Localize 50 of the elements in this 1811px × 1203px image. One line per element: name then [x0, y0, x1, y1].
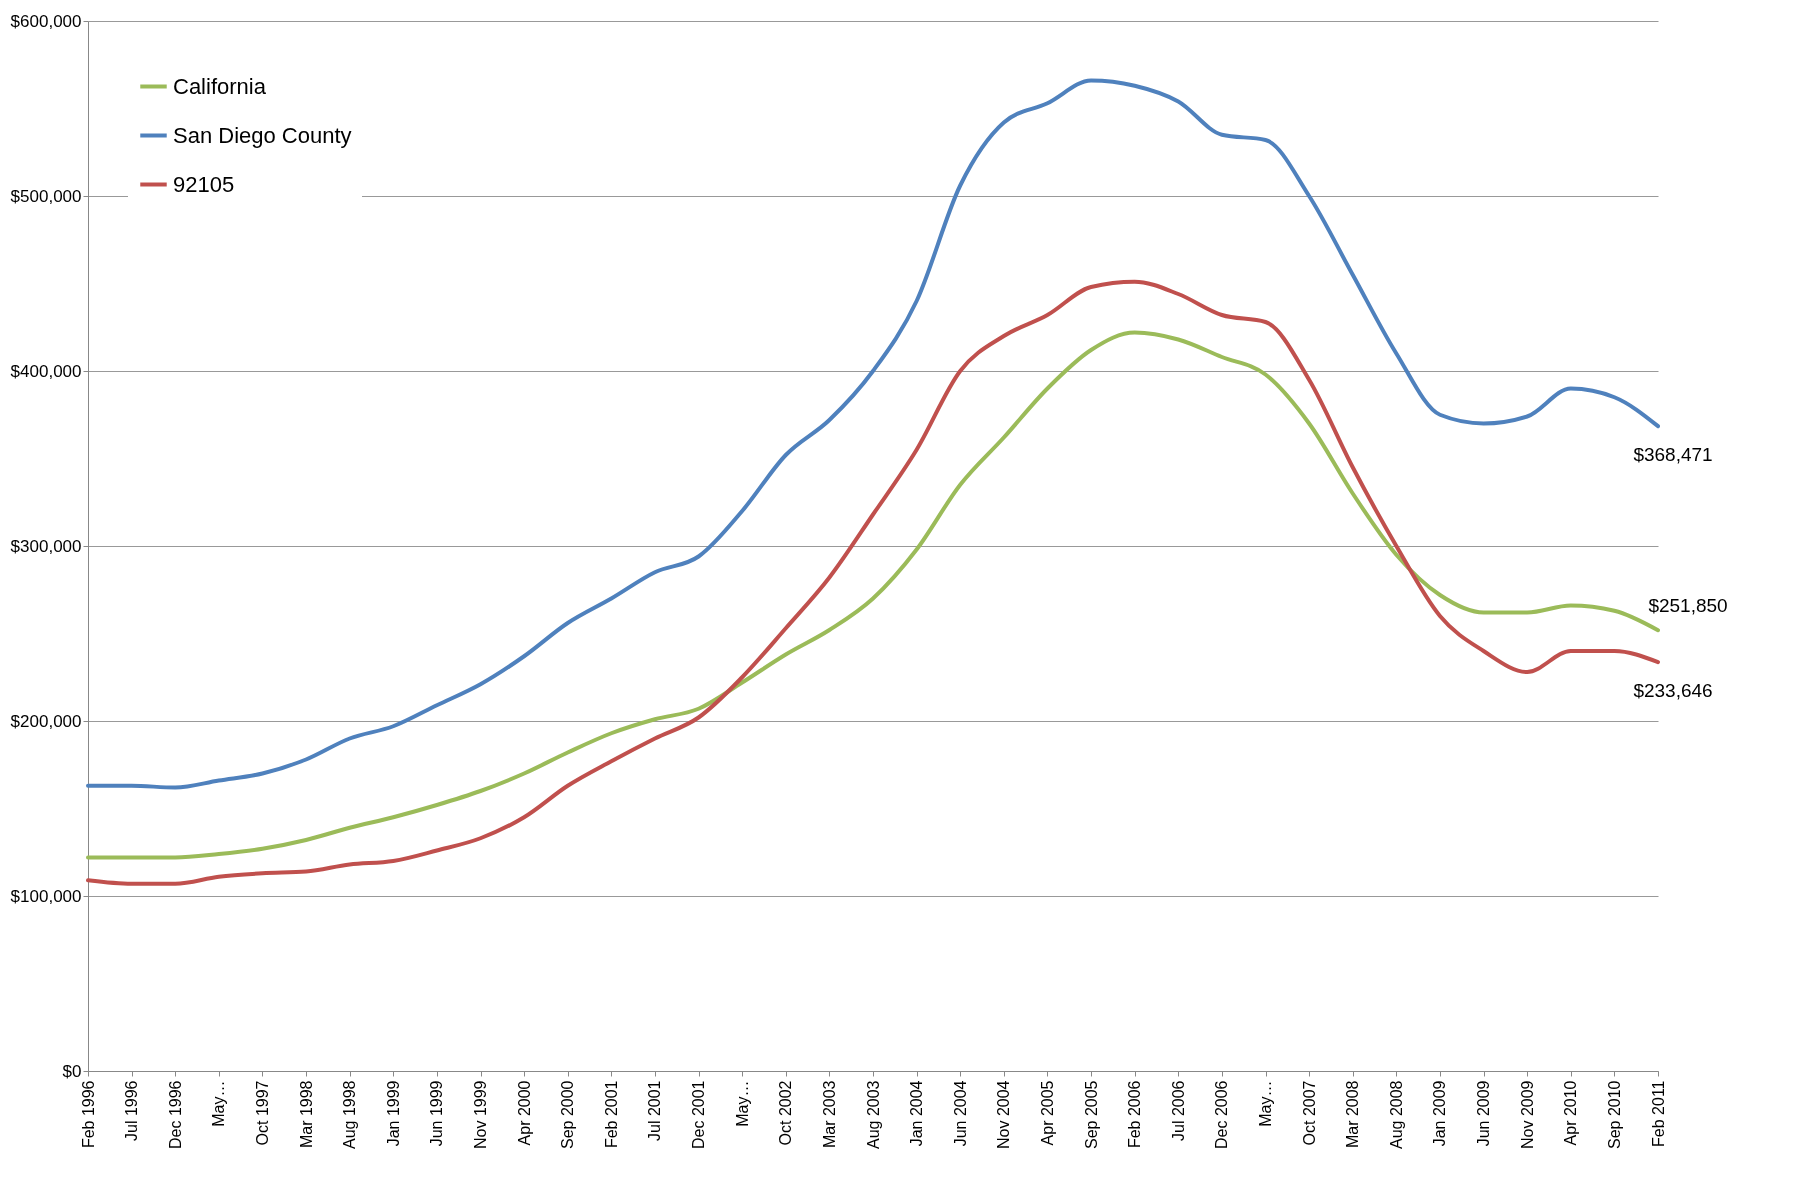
x-tick-label: Aug 2008 [1387, 1080, 1405, 1150]
x-tick-label: Apr 2010 [1562, 1080, 1580, 1146]
legend-label: California [173, 73, 267, 99]
x-tick-label: Jul 1996 [123, 1080, 141, 1141]
y-tick-label: $100,000 [10, 886, 82, 906]
x-tick-label: Dec 2001 [690, 1080, 708, 1149]
x-tick-label: May… [210, 1080, 228, 1127]
y-tick-label: $200,000 [10, 711, 82, 731]
x-tick-label: Apr 2000 [515, 1080, 533, 1146]
x-tick-label: Jun 1999 [428, 1080, 446, 1147]
x-tick-label: Oct 2007 [1300, 1080, 1318, 1146]
x-tick-label: May… [733, 1080, 751, 1127]
x-tick-label: Aug 2003 [864, 1080, 882, 1150]
x-tick-label: Sep 2000 [559, 1080, 577, 1150]
x-tick-label: Feb 2011 [1649, 1080, 1667, 1147]
x-tick-label: Sep 2005 [1082, 1080, 1100, 1150]
y-tick-label: $600,000 [10, 11, 82, 31]
x-tick-label: May… [1257, 1080, 1274, 1127]
x-tick-label: Apr 2005 [1038, 1080, 1056, 1146]
x-tick-label: Jan 1999 [384, 1080, 402, 1147]
data-label: $368,471 [1633, 444, 1713, 466]
x-tick-label: Jul 2001 [646, 1080, 664, 1141]
legend-label: San Diego County [173, 122, 352, 148]
x-tick-label: Jun 2004 [951, 1080, 969, 1147]
x-tick-label: Feb 1996 [79, 1080, 97, 1149]
x-tick-label: Oct 2002 [777, 1080, 795, 1146]
x-tick-label: Jan 2009 [1431, 1080, 1449, 1147]
x-tick-label: Dec 2006 [1213, 1080, 1231, 1149]
data-label: $233,646 [1633, 680, 1713, 702]
x-tick-label: Aug 1998 [341, 1080, 359, 1150]
y-tick-label: $400,000 [10, 361, 82, 381]
x-tick-label: Dec 1996 [166, 1080, 184, 1149]
y-tick-label: $0 [62, 1061, 82, 1081]
x-tick-label: Mar 1998 [297, 1080, 315, 1149]
legend-label: 92105 [173, 171, 235, 197]
x-tick-label: Jan 2004 [908, 1080, 926, 1147]
x-tick-label: Oct 1997 [253, 1080, 271, 1146]
x-tick-label: Feb 2006 [1126, 1080, 1144, 1149]
x-tick-label: Feb 2001 [602, 1080, 620, 1149]
x-tick-label: Nov 2009 [1518, 1080, 1536, 1149]
x-tick-label: Jul 2006 [1169, 1080, 1187, 1141]
x-tick-label: Nov 2004 [995, 1080, 1013, 1149]
x-tick-label: Nov 1999 [472, 1080, 489, 1149]
y-tick-label: $300,000 [10, 536, 82, 556]
y-tick-label: $500,000 [10, 186, 82, 206]
x-tick-label: Mar 2008 [1344, 1080, 1362, 1149]
x-tick-label: Jun 2009 [1475, 1080, 1493, 1147]
x-tick-label: Sep 2010 [1605, 1080, 1623, 1150]
data-label: $251,850 [1648, 595, 1728, 617]
x-tick-label: Mar 2003 [820, 1080, 838, 1149]
